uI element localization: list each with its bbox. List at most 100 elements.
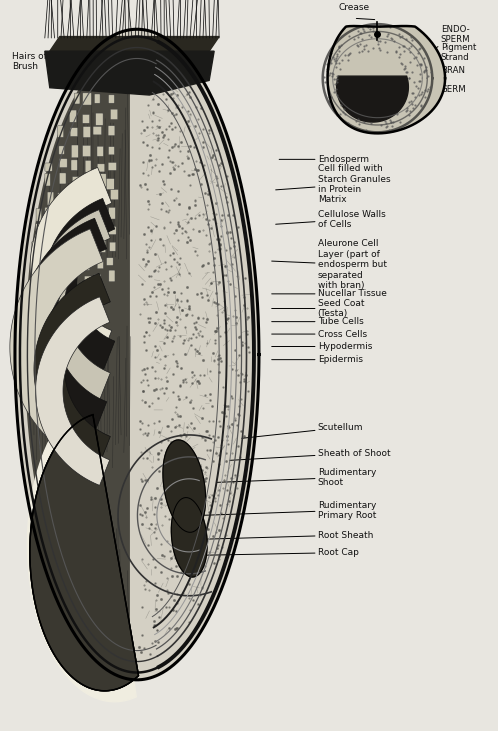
FancyBboxPatch shape (82, 227, 89, 236)
FancyBboxPatch shape (85, 194, 91, 205)
Polygon shape (328, 26, 445, 133)
Text: Epidermis: Epidermis (272, 355, 363, 364)
FancyBboxPatch shape (108, 162, 117, 170)
FancyBboxPatch shape (83, 115, 90, 124)
FancyBboxPatch shape (83, 145, 91, 156)
Text: GERM: GERM (386, 85, 467, 113)
FancyBboxPatch shape (71, 257, 78, 267)
Text: Endosperm: Endosperm (279, 155, 369, 164)
FancyBboxPatch shape (106, 178, 114, 189)
FancyBboxPatch shape (70, 128, 78, 137)
FancyBboxPatch shape (95, 94, 100, 103)
Polygon shape (27, 398, 136, 702)
Text: Scutellum: Scutellum (242, 423, 363, 439)
Polygon shape (30, 167, 112, 366)
Text: Cross Cells: Cross Cells (272, 330, 367, 338)
FancyBboxPatch shape (47, 192, 54, 205)
FancyBboxPatch shape (59, 173, 66, 184)
FancyBboxPatch shape (45, 163, 52, 171)
FancyBboxPatch shape (108, 227, 116, 235)
Polygon shape (30, 414, 138, 691)
FancyBboxPatch shape (93, 126, 102, 135)
FancyBboxPatch shape (59, 252, 65, 265)
Text: Root Sheath: Root Sheath (197, 531, 373, 539)
Polygon shape (171, 498, 207, 577)
FancyBboxPatch shape (109, 270, 115, 281)
Text: Crease: Crease (338, 4, 369, 12)
Text: Tube Cells: Tube Cells (272, 317, 364, 326)
FancyBboxPatch shape (60, 211, 66, 221)
FancyBboxPatch shape (99, 211, 105, 220)
Text: Hypodermis: Hypodermis (272, 342, 372, 351)
FancyBboxPatch shape (47, 276, 56, 284)
FancyBboxPatch shape (109, 208, 116, 219)
Text: Hairs of
Brush: Hairs of Brush (12, 52, 114, 71)
FancyBboxPatch shape (108, 126, 115, 135)
FancyBboxPatch shape (85, 160, 91, 173)
FancyBboxPatch shape (71, 238, 76, 249)
FancyBboxPatch shape (83, 126, 91, 137)
Polygon shape (34, 210, 111, 401)
FancyBboxPatch shape (59, 240, 66, 252)
FancyBboxPatch shape (97, 260, 104, 269)
FancyBboxPatch shape (45, 173, 50, 186)
Text: Cell filled with
Starch Granules
in Protein
Matrix: Cell filled with Starch Granules in Prot… (276, 164, 390, 204)
FancyBboxPatch shape (34, 271, 39, 284)
FancyBboxPatch shape (109, 147, 115, 155)
Text: Sheath of Shoot: Sheath of Shoot (230, 449, 390, 461)
FancyBboxPatch shape (84, 175, 91, 188)
Polygon shape (36, 297, 110, 485)
FancyBboxPatch shape (81, 238, 89, 251)
FancyBboxPatch shape (71, 160, 77, 170)
FancyBboxPatch shape (110, 242, 116, 251)
Polygon shape (44, 198, 115, 372)
FancyBboxPatch shape (98, 226, 105, 237)
Text: Aleurone Cell
Layer (part of
endosperm but
separated
with bran): Aleurone Cell Layer (part of endosperm b… (272, 239, 387, 290)
Polygon shape (10, 229, 103, 466)
FancyBboxPatch shape (33, 252, 40, 265)
FancyBboxPatch shape (107, 258, 113, 265)
FancyBboxPatch shape (59, 146, 64, 154)
FancyBboxPatch shape (49, 221, 54, 232)
Text: Rudimentary
Shoot: Rudimentary Shoot (217, 468, 376, 487)
Text: ENDO-
SPERM: ENDO- SPERM (411, 25, 470, 66)
FancyBboxPatch shape (83, 93, 91, 105)
Polygon shape (337, 76, 408, 122)
Text: Rudimentary
Primary Root: Rudimentary Primary Root (205, 501, 376, 520)
FancyBboxPatch shape (97, 195, 104, 205)
FancyBboxPatch shape (58, 193, 65, 204)
Text: Seed Coat
(Testa): Seed Coat (Testa) (272, 299, 364, 318)
FancyBboxPatch shape (69, 273, 76, 283)
Text: Nucellar Tissue: Nucellar Tissue (272, 289, 386, 298)
FancyBboxPatch shape (45, 240, 54, 251)
Text: Pigment
Strand: Pigment Strand (401, 43, 476, 80)
Polygon shape (163, 440, 206, 532)
FancyBboxPatch shape (36, 208, 41, 221)
FancyBboxPatch shape (98, 174, 106, 187)
FancyBboxPatch shape (97, 164, 105, 172)
Text: BRAN: BRAN (406, 66, 465, 94)
FancyBboxPatch shape (45, 208, 51, 219)
FancyBboxPatch shape (98, 240, 106, 252)
FancyBboxPatch shape (96, 113, 103, 125)
Polygon shape (50, 37, 219, 51)
FancyBboxPatch shape (70, 226, 78, 238)
Polygon shape (22, 219, 107, 432)
FancyBboxPatch shape (85, 276, 93, 284)
FancyBboxPatch shape (95, 274, 101, 286)
Polygon shape (34, 273, 111, 465)
FancyBboxPatch shape (58, 224, 65, 235)
FancyBboxPatch shape (71, 145, 78, 158)
Polygon shape (15, 29, 259, 680)
FancyBboxPatch shape (57, 271, 66, 284)
Text: Cellulose Walls
of Cells: Cellulose Walls of Cells (276, 210, 385, 229)
FancyBboxPatch shape (74, 93, 80, 104)
FancyBboxPatch shape (111, 109, 118, 119)
FancyBboxPatch shape (84, 259, 90, 270)
FancyBboxPatch shape (68, 191, 76, 203)
FancyBboxPatch shape (81, 208, 90, 221)
FancyBboxPatch shape (97, 146, 104, 156)
FancyBboxPatch shape (72, 177, 80, 189)
Polygon shape (30, 414, 138, 691)
Polygon shape (45, 51, 214, 95)
